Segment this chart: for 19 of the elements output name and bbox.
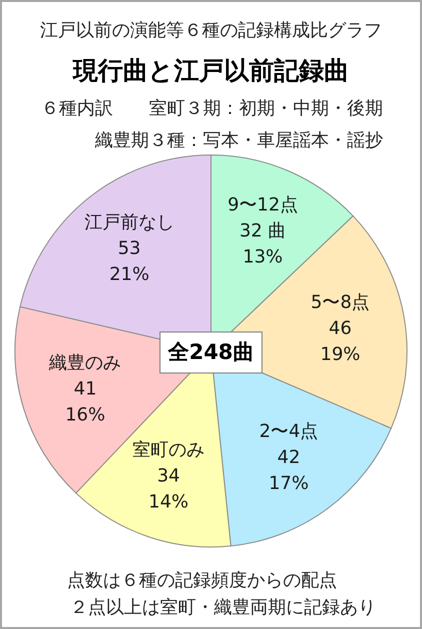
data-label: 41 16% bbox=[65, 378, 106, 426]
slice-label: 室町のみ bbox=[132, 438, 205, 460]
text: 全248曲 bbox=[167, 340, 254, 364]
text: ６種内訳 室町３期：初期・中期・後期 bbox=[41, 98, 383, 118]
slice-label: 5〜8点 bbox=[310, 291, 370, 312]
slice-label: 2〜4点 bbox=[259, 420, 318, 442]
data-label: 34 14% bbox=[148, 464, 189, 512]
data-label: 46 19% bbox=[320, 317, 360, 364]
data-label: 42 17% bbox=[268, 446, 309, 494]
slice-label: 江戸前なし bbox=[84, 212, 174, 233]
chart-subtitle: 江戸以前の演能等６種の記録構成比グラフ bbox=[40, 20, 382, 40]
data-label: 53 21% bbox=[109, 238, 150, 285]
slice-label: 9〜12点 bbox=[228, 194, 298, 215]
chart-title: 現行曲と江戸以前記録曲 bbox=[72, 56, 349, 84]
text: ２点以上は室町・織豊両期に記録あり bbox=[70, 596, 376, 618]
data-label: 32 曲 13% bbox=[239, 220, 286, 267]
text: 点数は６種の記録頻度からの配点 bbox=[67, 570, 337, 590]
slice-label: 織豊のみ bbox=[48, 352, 122, 374]
text: 織豊期３種：写本・車屋謡本・謡抄 bbox=[94, 130, 383, 150]
